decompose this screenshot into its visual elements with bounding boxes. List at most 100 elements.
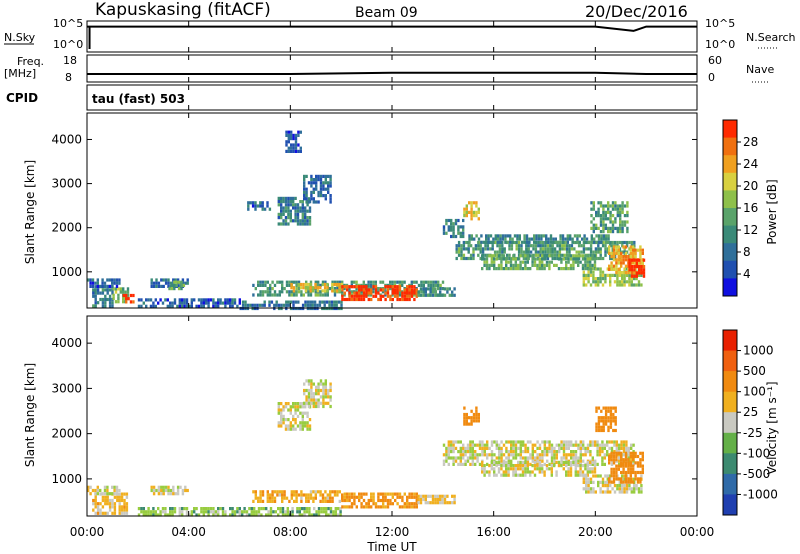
range-gate-cell <box>87 488 90 493</box>
range-gate-cell <box>106 495 109 499</box>
range-gate-cell <box>343 287 346 291</box>
range-gate-cell <box>493 263 496 267</box>
range-gate-cell <box>377 291 380 295</box>
range-gate-cell <box>410 492 414 496</box>
range-gate-cell <box>616 280 619 284</box>
range-gate-cell <box>406 294 409 298</box>
range-gate-cell <box>445 446 448 450</box>
colorbar-segment <box>723 172 737 191</box>
range-gate-cell <box>590 201 593 205</box>
range-gate-cell <box>346 495 349 499</box>
range-gate-cell <box>514 260 517 264</box>
range-gate-cell <box>305 395 308 399</box>
range-gate-cell <box>612 477 616 481</box>
range-gate-cell <box>498 453 501 457</box>
range-gate-cell <box>301 427 304 431</box>
range-gate-cell <box>337 513 340 517</box>
range-gate-cell <box>96 301 100 305</box>
range-gate-cell <box>531 456 534 460</box>
range-gate-cell <box>548 450 551 454</box>
range-gate-cell <box>290 133 293 137</box>
range-gate-cell <box>125 505 129 509</box>
range-gate-cell <box>569 467 573 471</box>
range-gate-cell <box>424 293 427 297</box>
range-gate-cell <box>517 247 521 251</box>
range-gate-cell <box>401 294 404 298</box>
range-gate-cell <box>504 240 507 244</box>
range-gate-cell <box>611 223 615 227</box>
range-gate-cell <box>188 304 191 308</box>
range-gate-cell <box>281 283 284 287</box>
range-gate-cell <box>602 237 605 241</box>
range-gate-cell <box>123 505 126 509</box>
range-gate-cell <box>607 406 610 410</box>
range-gate-cell <box>306 300 310 304</box>
range-gate-cell <box>522 256 526 261</box>
range-gate-cell <box>589 257 592 261</box>
range-gate-cell <box>626 204 629 208</box>
range-gate-cell <box>569 267 573 271</box>
range-gate-cell <box>618 480 621 484</box>
range-gate-cell <box>590 207 593 211</box>
range-gate-cell <box>398 288 402 292</box>
range-gate-cell <box>176 485 180 489</box>
range-gate-cell <box>462 462 465 466</box>
range-gate-cell <box>501 237 505 241</box>
range-gate-cell <box>452 456 455 460</box>
range-gate-cell <box>577 470 580 474</box>
range-gate-cell <box>406 502 409 506</box>
range-gate-cell <box>415 502 418 506</box>
range-gate-cell <box>304 405 307 409</box>
range-gate-cell <box>384 495 387 499</box>
range-gate-cell <box>470 234 473 238</box>
range-gate-cell <box>271 493 274 497</box>
range-gate-cell <box>207 301 210 305</box>
range-gate-cell <box>441 287 445 291</box>
range-gate-cell <box>609 204 612 208</box>
range-gate-cell <box>308 427 312 431</box>
range-gate-cell <box>379 288 382 292</box>
range-gate-cell <box>465 412 468 417</box>
range-gate-cell <box>393 280 397 284</box>
range-gate-cell <box>277 421 280 425</box>
range-gate-cell <box>434 501 437 505</box>
range-gate-cell <box>408 291 411 295</box>
range-gate-cell <box>331 289 334 293</box>
nsky-tick-top: 10^5 <box>53 17 83 30</box>
range-gate-cell <box>467 244 470 248</box>
range-gate-cell <box>574 464 577 468</box>
range-gate-cell <box>519 254 522 258</box>
range-gate-cell <box>607 234 610 238</box>
range-gate-cell <box>609 277 612 281</box>
range-gate-cell <box>470 419 473 423</box>
range-gate-cell <box>625 484 629 488</box>
range-gate-cell <box>549 234 553 238</box>
range-gate-cell <box>553 464 556 468</box>
range-gate-cell <box>101 511 105 515</box>
range-gate-cell <box>463 210 466 214</box>
range-gate-cell <box>606 440 609 444</box>
range-gate-cell <box>560 459 563 463</box>
range-gate-cell <box>488 254 491 258</box>
range-gate-cell <box>541 453 544 457</box>
range-gate-cell <box>439 283 442 287</box>
range-gate-cell <box>639 451 642 455</box>
range-gate-cell <box>384 297 387 302</box>
range-gate-cell <box>297 149 300 153</box>
range-gate-cell <box>548 254 551 258</box>
range-gate-cell <box>306 421 309 425</box>
range-gate-cell <box>460 250 463 254</box>
range-gate-cell <box>609 240 612 245</box>
range-gate-cell <box>462 234 465 239</box>
range-gate-cell <box>630 280 633 284</box>
range-gate-cell <box>432 280 435 284</box>
range-gate-cell <box>587 270 590 274</box>
range-gate-cell <box>118 278 121 282</box>
range-gate-cell <box>417 494 420 498</box>
range-gate-cell <box>302 282 305 287</box>
range-gate-cell <box>524 460 527 464</box>
range-gate-cell <box>406 285 409 289</box>
range-gate-cell <box>287 146 290 150</box>
range-gate-cell <box>638 271 641 275</box>
range-gate-cell <box>577 443 580 447</box>
